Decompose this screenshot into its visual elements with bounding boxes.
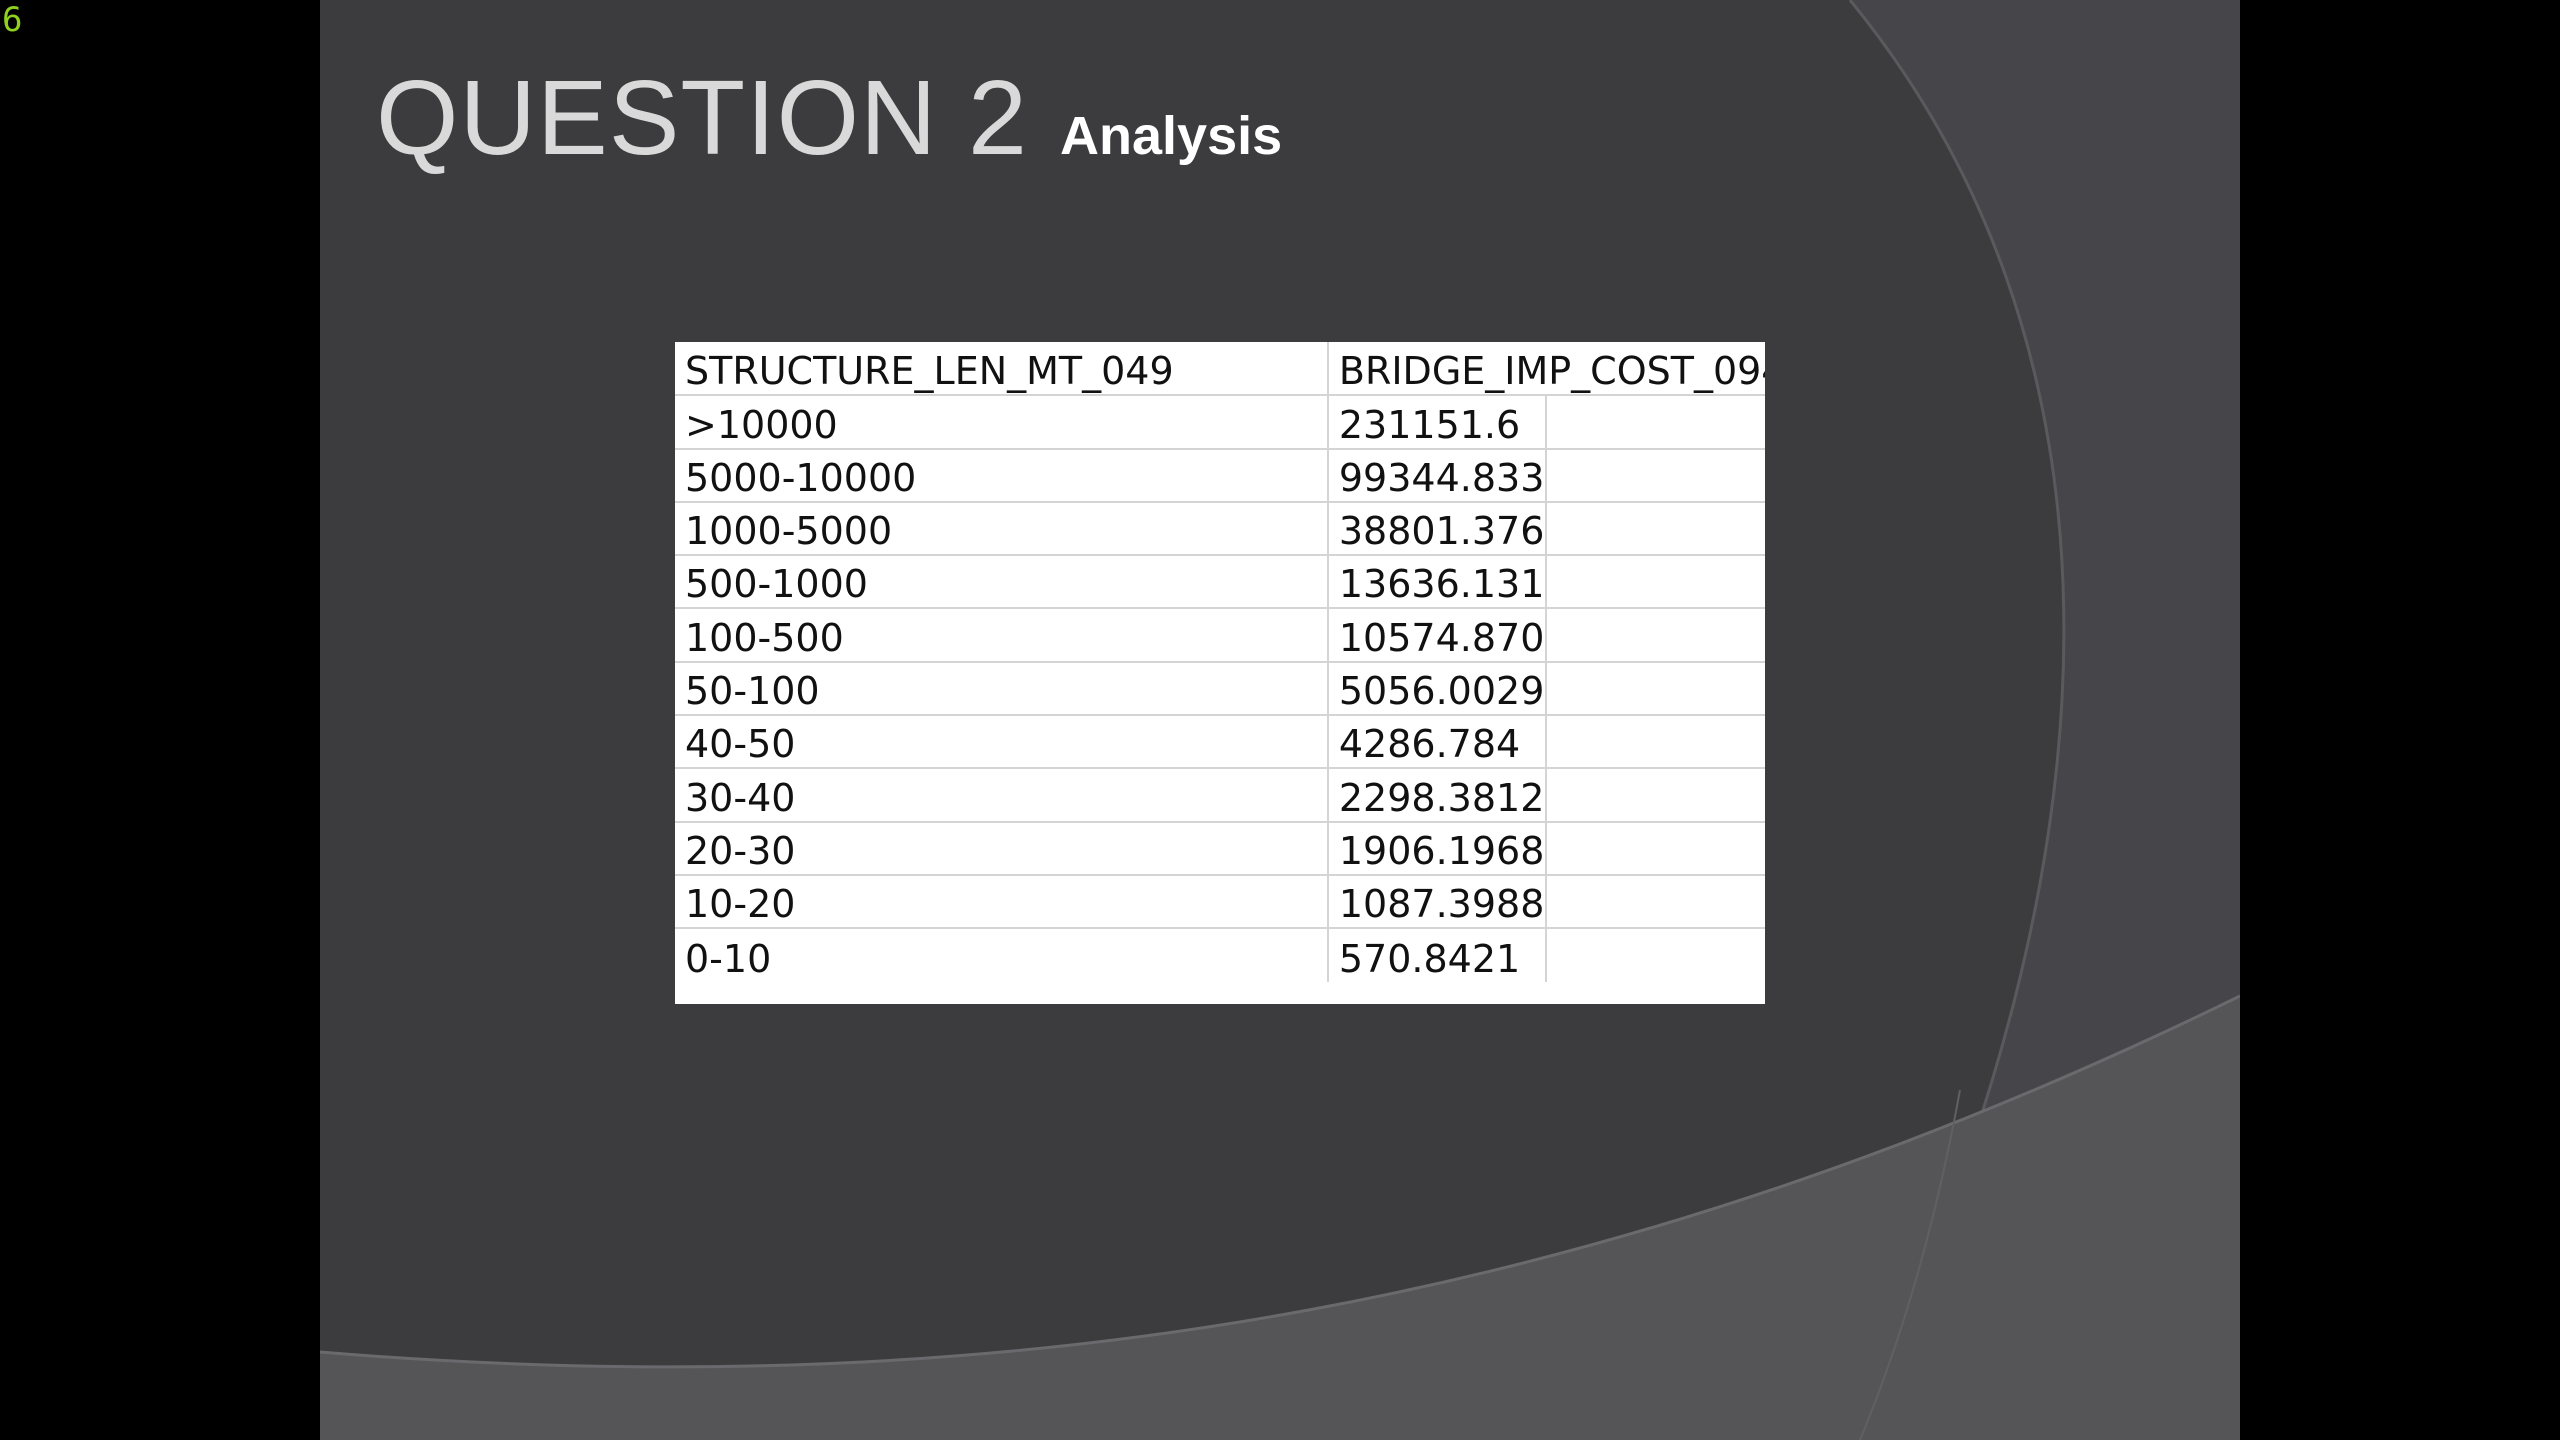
cost-cell: 99344.8333 xyxy=(1327,448,1548,503)
table-row: 1000-5000 38801.376 xyxy=(675,501,1765,557)
empty-cell xyxy=(1546,501,1765,557)
data-table: STRUCTURE_LEN_MT_049 BRIDGE_IMP_COST_094… xyxy=(675,342,1765,982)
empty-cell xyxy=(1546,555,1765,610)
slide-title-row: QUESTION 2 Analysis xyxy=(376,58,1282,179)
empty-cell xyxy=(1546,874,1765,930)
length-range-cell: 0-10 xyxy=(675,928,1329,982)
table-row: 0-10 570.8421 xyxy=(675,928,1765,982)
cost-cell: 13636.1314 xyxy=(1327,555,1548,610)
table-row: 20-30 1906.1968 xyxy=(675,821,1765,876)
table-row: 500-1000 13636.1314 xyxy=(675,555,1765,610)
empty-cell xyxy=(1546,395,1765,450)
table-row: 30-40 2298.3812 xyxy=(675,768,1765,823)
column-header: STRUCTURE_LEN_MT_049 xyxy=(675,342,1329,397)
length-range-cell: 5000-10000 xyxy=(675,448,1329,503)
slide-title: QUESTION 2 xyxy=(376,59,1029,177)
cost-cell: 5056.0029 xyxy=(1327,661,1548,717)
table-row: 100-500 10574.8708 xyxy=(675,608,1765,663)
cost-cell: 10574.8708 xyxy=(1327,608,1548,663)
length-range-cell: 50-100 xyxy=(675,661,1329,717)
empty-cell xyxy=(1546,608,1765,663)
length-range-cell: 100-500 xyxy=(675,608,1329,663)
empty-cell xyxy=(1546,448,1765,503)
length-range-cell: 1000-5000 xyxy=(675,501,1329,557)
length-range-cell: >10000 xyxy=(675,395,1329,450)
length-range-cell: 30-40 xyxy=(675,768,1329,823)
slide-background xyxy=(320,0,2240,1440)
table-header-row: STRUCTURE_LEN_MT_049 BRIDGE_IMP_COST_094 xyxy=(675,342,1765,397)
length-range-cell: 10-20 xyxy=(675,874,1329,930)
slide: QUESTION 2 Analysis STRUCTURE_LEN_MT_049 … xyxy=(320,0,2240,1440)
cost-cell: 1087.3988 xyxy=(1327,874,1548,930)
length-range-cell: 20-30 xyxy=(675,821,1329,876)
cost-cell: 2298.3812 xyxy=(1327,768,1548,823)
slide-subtitle: Analysis xyxy=(1060,106,1283,166)
empty-cell xyxy=(1546,821,1765,876)
cost-cell: 4286.784 xyxy=(1327,715,1548,770)
column-header: BRIDGE_IMP_COST_094 xyxy=(1327,342,1765,397)
cost-cell: 231151.6 xyxy=(1327,395,1548,450)
length-range-cell: 500-1000 xyxy=(675,555,1329,610)
cost-cell: 570.8421 xyxy=(1327,928,1548,982)
empty-cell xyxy=(1546,661,1765,717)
empty-cell xyxy=(1546,715,1765,770)
empty-cell xyxy=(1546,928,1765,981)
table-row: 10-20 1087.3988 xyxy=(675,874,1765,930)
table-row: 50-100 5056.0029 xyxy=(675,661,1765,717)
length-range-cell: 40-50 xyxy=(675,715,1329,770)
table-row: >10000 231151.6 xyxy=(675,395,1765,450)
cost-cell: 38801.376 xyxy=(1327,501,1548,557)
corner-indicator: 6 xyxy=(2,0,23,40)
cost-cell: 1906.1968 xyxy=(1327,821,1548,876)
empty-cell xyxy=(1546,768,1765,823)
table-row: 40-50 4286.784 xyxy=(675,715,1765,770)
table-row: 5000-10000 99344.8333 xyxy=(675,448,1765,503)
data-table-image: STRUCTURE_LEN_MT_049 BRIDGE_IMP_COST_094… xyxy=(675,342,1765,1004)
